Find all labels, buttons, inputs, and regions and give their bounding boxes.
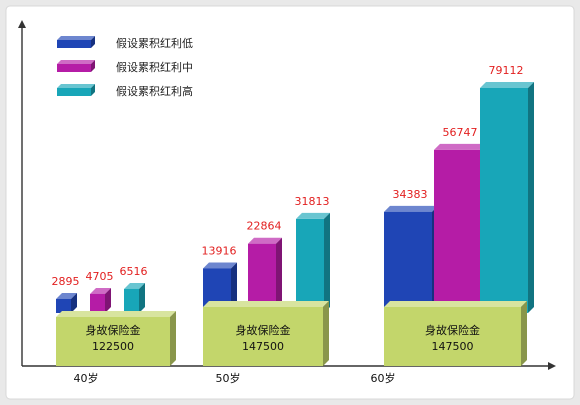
x-tick-label-3: 60岁 [371,371,396,385]
bar-1-series-1-side [71,292,77,313]
bar-2-series-1-top [203,262,237,269]
bar-2-series-3-top [296,212,330,219]
base-value-1: 122500 [92,340,134,353]
bar-group-2: 13916 22864 31813 身故保险金 147500 50岁 [202,195,330,385]
legend-swatch-3 [57,84,95,96]
value-label-1-3: 6516 [120,265,148,278]
bar-1-series-1-top [56,292,77,299]
plot-area: 2895 4705 6516 身故保险金 122500 40岁 13916 22864 3181… [52,64,534,385]
bar-2-series-3 [296,212,330,313]
bar-3-series-2-front [434,149,482,313]
base-slab-1-front [56,317,170,366]
legend-label-1: 假设累积红利低 [116,36,193,50]
base-slab-2 [203,301,329,366]
value-label-1-2: 4705 [86,270,114,283]
base-slab-3-front [384,307,521,366]
base-value-3: 147500 [432,340,474,353]
bar-1-series-3 [124,282,145,313]
bar-1-series-2 [90,287,111,313]
legend-swatch-3-front [57,88,91,96]
base-value-2: 147500 [242,340,284,353]
base-slab-1-top [56,311,176,317]
bar-3-series-2 [434,143,488,313]
value-label-2-2: 22864 [247,220,282,233]
base-slab-2-front [203,307,323,366]
bar-1-series-2-top [90,287,111,294]
bar-1-series-3-front [124,288,139,313]
x-axis-arrow [548,362,556,370]
value-label-3-2: 56747 [443,126,478,139]
bar-1-series-3-top [124,282,145,289]
bar-3-series-1 [384,205,438,313]
bar-3-series-1-front [384,211,432,313]
bar-1-series-1-front [56,298,71,313]
bar-1-series-2-front [90,293,105,313]
base-slab-1 [56,311,176,366]
legend-label-3: 假设累积红利高 [116,84,193,98]
legend-swatch-2 [57,60,95,72]
base-slab-2-side [323,301,329,366]
value-label-2-3: 31813 [295,195,330,208]
legend-swatch-1 [57,36,95,48]
legend-swatch-3-top [57,84,95,88]
bar-2-series-3-side [324,212,330,313]
bar-2-series-1-side [231,262,237,313]
base-slab-1-side [170,311,176,366]
bar-2-series-2-side [276,237,282,313]
bar-3-series-3-front [480,88,528,313]
bar-3-series-3-side [528,82,534,313]
bar-1-series-3-side [139,282,145,313]
base-label-2: 身故保险金 [236,323,291,337]
value-label-1-1: 2895 [52,275,80,288]
bar-3-series-3 [480,82,534,313]
legend-swatch-1-front [57,40,91,48]
legend-swatch-2-top [57,60,95,64]
y-axis-arrow [18,20,26,28]
legend-swatch-1-side [91,36,95,48]
bar-3-series-1-top [384,205,438,212]
value-label-2-1: 13916 [202,244,237,257]
base-slab-2-top [203,301,329,307]
bar-group-1: 2895 4705 6516 身故保险金 122500 40岁 [52,265,176,385]
legend-label-2: 假设累积红利中 [116,60,193,74]
base-label-3: 身故保险金 [425,323,480,337]
bar-1-series-2-side [105,287,111,313]
base-slab-3-top [384,301,527,307]
bar-2-series-3-front [296,218,324,313]
bar-2-series-2-top [248,237,282,244]
x-tick-label-2: 50岁 [216,371,241,385]
legend-swatch-3-side [91,84,95,96]
value-label-3-3: 79112 [489,64,524,77]
bar-1-series-1 [56,292,77,313]
legend-swatch-2-front [57,64,91,72]
value-label-3-1: 34383 [393,188,428,201]
bar-3-series-2-top [434,143,488,150]
base-slab-3 [384,301,527,366]
bar-group-3: 34383 56747 79112 身故保险金 147500 60岁 [371,64,534,385]
legend-swatch-1-top [57,36,95,40]
legend-swatch-2-side [91,60,95,72]
x-tick-label-1: 40岁 [74,371,99,385]
base-label-1: 身故保险金 [86,323,141,337]
bar-3-series-3-top [480,82,534,88]
base-slab-3-side [521,301,527,366]
